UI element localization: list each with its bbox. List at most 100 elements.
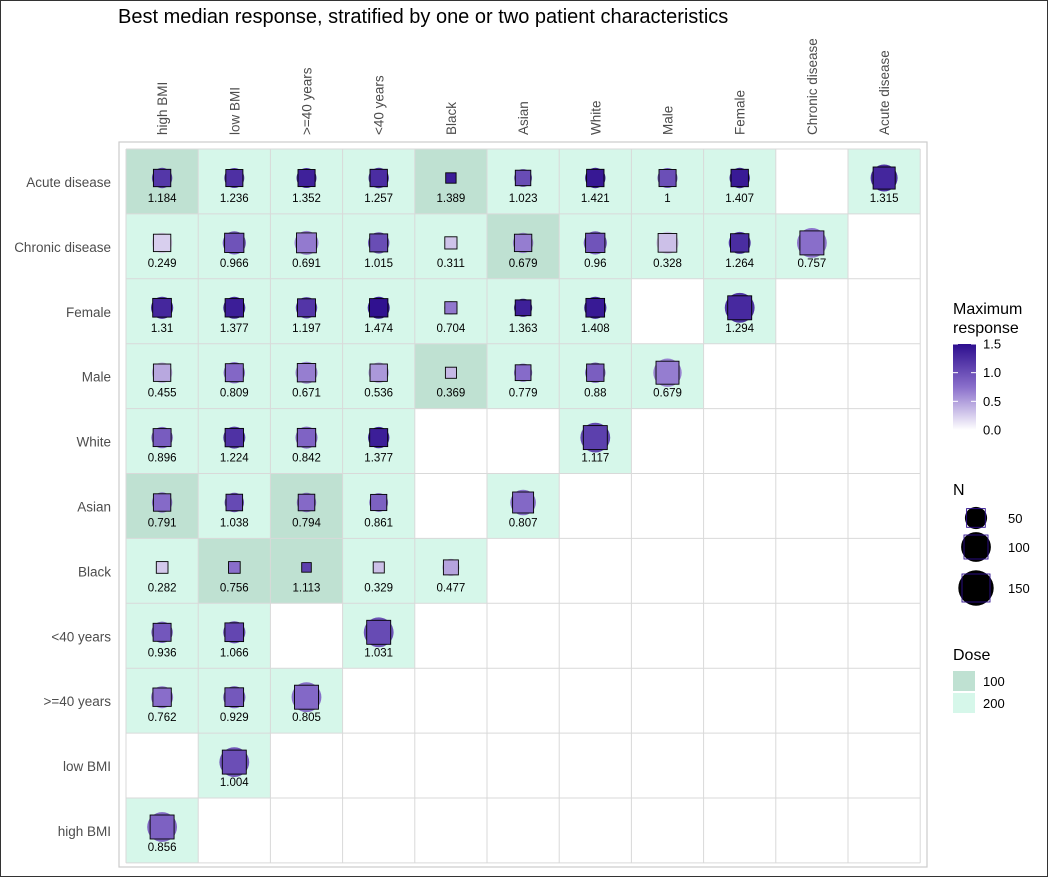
square-female-ge-40-years xyxy=(297,298,316,318)
column-label-lt-40-years: <40 years xyxy=(372,75,387,135)
legend-response-colorbar xyxy=(953,344,976,430)
square-male-ge-40-years xyxy=(296,363,317,383)
square-female-female xyxy=(727,295,753,321)
value-label-acute-disease-low-bmi: 1.236 xyxy=(220,193,249,205)
square-acute-disease-low-bmi xyxy=(225,169,244,188)
value-label-acute-disease-lt-40-years: 1.257 xyxy=(364,193,393,205)
legend-n-label-50: 50 xyxy=(1008,511,1022,526)
column-label-ge-40-years: >=40 years xyxy=(300,67,315,135)
value-label-acute-disease-ge-40-years: 1.352 xyxy=(292,193,321,205)
square-black-black xyxy=(442,559,459,576)
square-asian-asian xyxy=(512,491,535,514)
legend-n-circle-50 xyxy=(964,506,988,530)
square-chronic-disease-ge-40-years xyxy=(296,232,317,254)
value-label-asian-asian: 0.807 xyxy=(509,518,538,530)
value-label-female-white: 1.408 xyxy=(581,323,610,335)
value-label-female-high-bmi: 1.31 xyxy=(151,323,173,335)
square-male-lt-40-years xyxy=(369,363,388,382)
square-female-high-bmi xyxy=(152,297,172,318)
square-acute-disease-female xyxy=(730,168,749,188)
value-label-asian-low-bmi: 1.038 xyxy=(220,518,249,530)
square-high-bmi-high-bmi xyxy=(149,814,175,840)
value-label-white-low-bmi: 1.224 xyxy=(220,453,249,465)
chart-title: Best median response, stratified by one … xyxy=(118,6,728,28)
value-label-white-high-bmi: 0.896 xyxy=(148,453,177,465)
square-chronic-disease-high-bmi xyxy=(152,233,172,253)
column-label-acute-disease: Acute disease xyxy=(877,50,892,135)
value-label-chronic-disease-ge-40-years: 0.691 xyxy=(292,258,321,270)
square-acute-disease-ge-40-years xyxy=(297,169,316,188)
legend-n-square-150 xyxy=(961,573,991,603)
value-label-female-asian: 1.363 xyxy=(509,323,538,335)
value-label-female-ge-40-years: 1.197 xyxy=(292,323,321,335)
value-label-chronic-disease-female: 1.264 xyxy=(725,258,754,270)
value-label-acute-disease-female: 1.407 xyxy=(725,193,754,205)
value-label-white-ge-40-years: 0.842 xyxy=(292,453,321,465)
row-label-low-bmi: low BMI xyxy=(63,759,111,774)
legend-dose-swatch-200 xyxy=(953,693,975,713)
square-chronic-disease-male xyxy=(657,233,678,253)
value-label-low-bmi-low-bmi: 1.004 xyxy=(220,777,249,789)
value-label-asian-high-bmi: 0.791 xyxy=(148,518,177,530)
row-label-male: Male xyxy=(82,370,111,385)
value-label-male-ge-40-years: 0.671 xyxy=(292,388,321,400)
value-label-black-ge-40-years: 1.113 xyxy=(293,582,321,594)
value-label-chronic-disease-lt-40-years: 1.015 xyxy=(364,258,393,270)
panel-border xyxy=(118,141,928,868)
square-acute-disease-male xyxy=(658,169,677,188)
square-asian-low-bmi xyxy=(225,493,244,512)
value-label-male-black: 0.369 xyxy=(437,388,466,400)
square-male-high-bmi xyxy=(152,363,172,382)
square-chronic-disease-white xyxy=(585,232,606,253)
square-acute-disease-asian xyxy=(514,169,532,187)
column-label-low-bmi: low BMI xyxy=(227,87,242,135)
value-label-female-lt-40-years: 1.474 xyxy=(364,323,393,335)
square-asian-ge-40-years xyxy=(297,493,316,512)
square-asian-high-bmi xyxy=(152,493,172,512)
square-female-low-bmi xyxy=(224,298,244,318)
legend-response-tick-label: 0.0 xyxy=(983,423,1001,438)
square-acute-disease-acute-disease xyxy=(872,166,896,190)
value-label-lt-40-years-lt-40-years: 1.031 xyxy=(364,647,393,659)
value-label-black-low-bmi: 0.756 xyxy=(220,582,249,594)
value-label-acute-disease-black: 1.389 xyxy=(437,193,466,205)
value-label-acute-disease-male: 1 xyxy=(664,193,670,205)
value-label-female-low-bmi: 1.377 xyxy=(220,323,249,335)
value-label-black-lt-40-years: 0.329 xyxy=(364,582,393,594)
row-label-female: Female xyxy=(66,305,111,320)
value-label-ge-40-years-high-bmi: 0.762 xyxy=(148,712,177,724)
square-acute-disease-lt-40-years xyxy=(369,168,388,188)
legend-n-circle-100 xyxy=(961,532,991,562)
value-label-black-black: 0.477 xyxy=(437,582,466,594)
row-label-acute-disease: Acute disease xyxy=(26,175,111,190)
value-label-lt-40-years-low-bmi: 1.066 xyxy=(220,647,249,659)
value-label-female-female: 1.294 xyxy=(725,323,754,335)
value-label-male-lt-40-years: 0.536 xyxy=(364,388,393,400)
square-male-low-bmi xyxy=(224,363,244,383)
value-label-ge-40-years-low-bmi: 0.929 xyxy=(220,712,249,724)
column-label-black: Black xyxy=(444,102,459,135)
value-label-white-white: 1.117 xyxy=(581,453,609,465)
value-label-ge-40-years-ge-40-years: 0.805 xyxy=(292,712,321,724)
square-female-white xyxy=(585,297,606,318)
square-ge-40-years-low-bmi xyxy=(224,687,245,707)
column-labels: high BMI low BMI >=40 years <40 years Black A… xyxy=(155,38,892,135)
value-label-male-asian: 0.779 xyxy=(509,388,538,400)
value-label-male-white: 0.88 xyxy=(584,388,606,400)
square-black-lt-40-years xyxy=(372,561,385,574)
legend-n-label-150: 150 xyxy=(1008,581,1030,596)
value-label-chronic-disease-male: 0.328 xyxy=(653,258,682,270)
value-label-male-low-bmi: 0.809 xyxy=(220,388,249,400)
legend-response: Maximum response 1.5 1.0 0.5 0.0 xyxy=(953,301,1022,438)
square-acute-disease-white xyxy=(586,168,605,188)
grid-layer xyxy=(125,148,921,864)
legend-dose-title: Dose xyxy=(953,647,990,664)
square-white-ge-40-years xyxy=(296,427,317,448)
square-female-lt-40-years xyxy=(369,298,389,318)
square-chronic-disease-chronic-disease xyxy=(799,230,825,256)
legend-n-label-100: 100 xyxy=(1008,540,1030,555)
square-chronic-disease-asian xyxy=(513,233,533,253)
